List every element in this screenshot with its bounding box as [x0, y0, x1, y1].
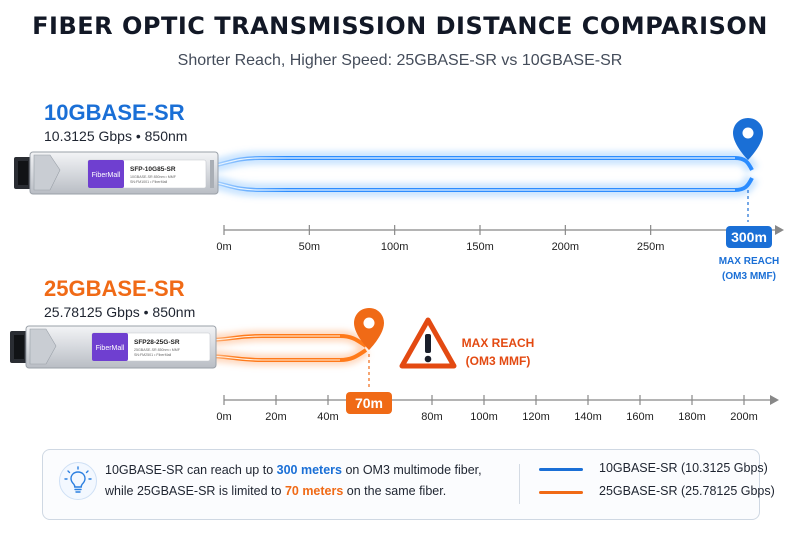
info-line-1-suffix: on OM3 multimode fiber,: [345, 463, 482, 477]
axis-tick-label: 50m: [299, 241, 320, 253]
beams-25g: [204, 330, 370, 366]
sfp-module-10g: FiberMall SFP-10G85-SR 10GBASE-SR 850nm …: [14, 151, 219, 195]
axis-tick-label: 40m: [317, 411, 338, 423]
max-reach-badge-10g: 300m: [726, 226, 772, 248]
axis-tick-label: 150m: [466, 241, 494, 253]
location-pin-icon: [354, 308, 384, 350]
svg-text:SFP28-25G-SR: SFP28-25G-SR: [134, 339, 180, 346]
legend-swatch-10g: [539, 468, 583, 471]
max-reach-label-25g-line2: (OM3 MMF): [465, 354, 531, 368]
svg-text:FiberMall: FiberMall: [92, 172, 121, 179]
location-pin-icon: [733, 118, 763, 160]
info-divider: [519, 464, 520, 504]
info-line-2: while 25GBASE-SR is limited to 70 meters…: [105, 481, 535, 502]
info-box: 10GBASE-SR can reach up to 300 meters on…: [42, 449, 775, 520]
svg-text:SN:FM1001 • FiberMall: SN:FM1001 • FiberMall: [130, 180, 167, 184]
axis-arrow-icon: [770, 395, 779, 405]
axis-arrow-icon: [775, 225, 784, 235]
axis-tick-label: 0m: [216, 411, 231, 423]
distance-axis-10g: 0m 50m 100m 150m 200m 250m: [216, 225, 784, 253]
info-highlight-25g: 70 meters: [284, 484, 344, 498]
axis-tick-label: 200m: [552, 241, 580, 253]
svg-text:FiberMall: FiberMall: [96, 345, 125, 352]
svg-text:25GBASE-SR 850nm • MMF: 25GBASE-SR 850nm • MMF: [134, 348, 181, 352]
legend-swatch-25g: [539, 491, 583, 494]
axis-tick-label: 20m: [265, 411, 286, 423]
info-text: 10GBASE-SR can reach up to 300 meters on…: [105, 460, 535, 502]
info-line-1: 10GBASE-SR can reach up to 300 meters on…: [105, 460, 535, 481]
axis-tick-label: 200m: [730, 411, 758, 423]
max-reach-badge-25g: 70m: [346, 392, 392, 414]
axis-tick-label: 120m: [522, 411, 550, 423]
warning-triangle-icon: [399, 317, 457, 369]
page-subtitle: Shorter Reach, Higher Speed: 25GBASE-SR …: [177, 52, 623, 69]
max-reach-label-10g-line2: (OM3 MMF): [722, 271, 776, 282]
info-line-2-prefix: while 25GBASE-SR is limited to: [105, 484, 282, 498]
axis-tick-label: 140m: [574, 411, 602, 423]
sfp-module-25g: FiberMall SFP28-25G-SR 25GBASE-SR 850nm …: [10, 325, 217, 369]
axis-tick-label: 80m: [421, 411, 442, 423]
section-spec-10g: 10.3125 Gbps • 850nm: [44, 128, 188, 144]
max-reach-label-10g: MAX REACH (OM3 MMF): [704, 254, 794, 284]
section-title-25g: 25GBASE-SR: [44, 276, 185, 301]
lightbulb-icon: [59, 462, 97, 500]
info-line-1-prefix: 10GBASE-SR can reach up to: [105, 463, 274, 477]
section-spec-25g: 25.78125 Gbps • 850nm: [44, 304, 196, 320]
svg-text:SFP-10G85-SR: SFP-10G85-SR: [130, 166, 176, 173]
max-reach-label-25g: MAX REACH (OM3 MMF): [458, 334, 538, 370]
beams-10g: [204, 151, 759, 197]
max-reach-label-10g-line1: MAX REACH: [718, 256, 780, 267]
max-reach-label-25g-line1: MAX REACH: [461, 336, 535, 350]
info-line-2-suffix: on the same fiber.: [346, 484, 447, 498]
axis-tick-label: 100m: [470, 411, 498, 423]
distance-axis-25g: 0m 20m 40m 80m 100m 120m 140m 160m 180m 200m: [216, 395, 779, 423]
info-highlight-10g: 300 meters: [276, 463, 342, 477]
axis-tick-label: 160m: [626, 411, 654, 423]
svg-text:SN:FM2501 • FiberMall: SN:FM2501 • FiberMall: [134, 353, 171, 357]
page-title: FIBER OPTIC TRANSMISSION DISTANCE COMPAR…: [32, 12, 768, 40]
section-title-10g: 10GBASE-SR: [44, 100, 185, 125]
svg-text:10GBASE-SR 850nm • MMF: 10GBASE-SR 850nm • MMF: [130, 175, 177, 179]
legend-label-10g: 10GBASE-SR (10.3125 Gbps): [599, 461, 768, 475]
axis-tick-label: 100m: [381, 241, 409, 253]
legend-label-25g: 25GBASE-SR (25.78125 Gbps): [599, 484, 775, 498]
axis-tick-label: 180m: [678, 411, 706, 423]
axis-tick-label: 250m: [637, 241, 665, 253]
axis-tick-label: 0m: [216, 241, 231, 253]
